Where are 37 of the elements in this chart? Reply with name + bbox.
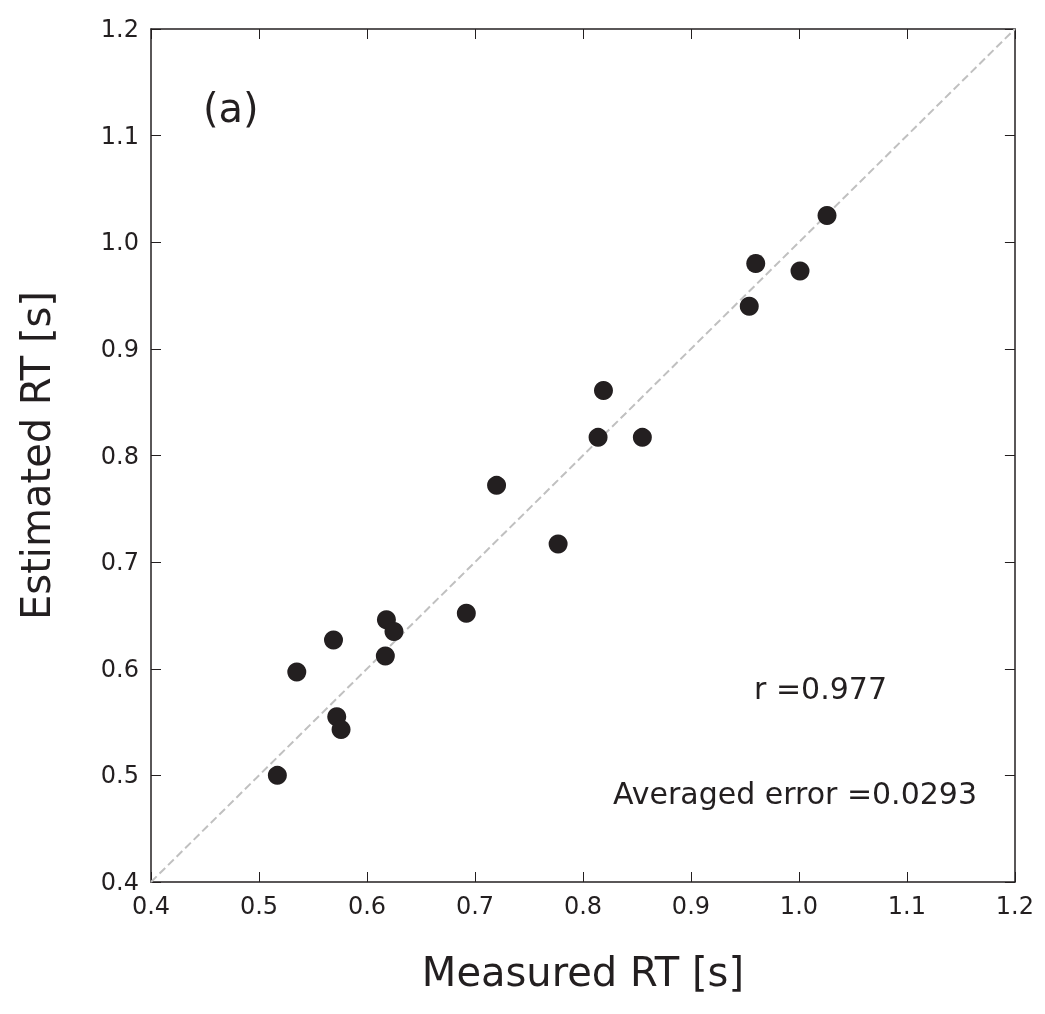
point <box>267 765 287 785</box>
point <box>375 646 395 666</box>
y-tick-label: 0.6 <box>100 654 139 683</box>
annotation: r =0.977 <box>754 670 887 706</box>
x-tick-label: 1.1 <box>887 892 927 920</box>
y-tick-label: 1.0 <box>100 228 139 257</box>
x-axis-title: Measured RT [s] <box>421 949 745 995</box>
y-axis-title: Estimated RT [s] <box>13 291 59 620</box>
x-tick-label: 0.6 <box>347 892 387 920</box>
x-tick-label: 0.7 <box>455 892 495 920</box>
annotation: (a) <box>203 85 259 131</box>
x-tick-label: 0.8 <box>563 892 603 920</box>
point <box>817 206 837 226</box>
point <box>287 662 307 682</box>
x-tick-label: 1.0 <box>779 892 819 920</box>
x-tick-label: 1.2 <box>995 892 1034 920</box>
y-tick-label: 0.7 <box>100 548 139 577</box>
point <box>790 261 810 281</box>
point <box>588 427 608 447</box>
point <box>456 603 476 623</box>
y-tick-label: 1.2 <box>100 15 139 43</box>
point <box>384 621 404 641</box>
annotation: Averaged error =0.0293 <box>612 775 977 811</box>
y-tick-label: 0.9 <box>100 334 139 363</box>
point <box>548 534 568 554</box>
point <box>594 380 613 400</box>
x-tick-label: 0.9 <box>671 892 711 920</box>
y-tick-label: 1.1 <box>100 121 139 150</box>
point <box>331 720 351 740</box>
y-tick-label: 0.8 <box>100 441 139 470</box>
point <box>746 254 766 274</box>
point <box>324 630 343 650</box>
y-tick-label: 0.5 <box>100 761 139 790</box>
x-tick-label: 0.5 <box>239 892 279 920</box>
point <box>487 475 507 495</box>
point <box>739 296 759 316</box>
point <box>632 427 652 447</box>
